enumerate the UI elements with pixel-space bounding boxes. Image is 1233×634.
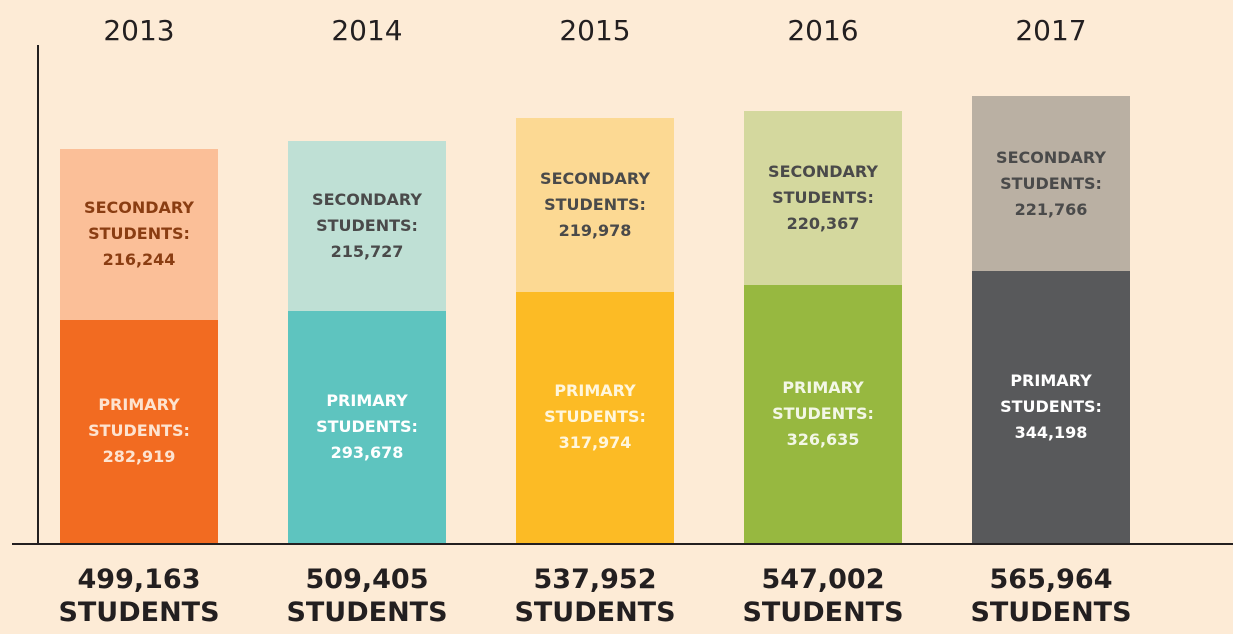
total-value: 565,964 xyxy=(989,564,1113,595)
segment-name: SECONDARY STUDENTS: xyxy=(312,189,422,235)
year-label: 2015 xyxy=(559,14,631,47)
segment-value: 293,678 xyxy=(330,443,404,463)
year-label: 2013 xyxy=(103,14,175,47)
bar-segment: PRIMARY STUDENTS: 293,678 xyxy=(288,311,446,543)
total-value: 537,952 xyxy=(533,564,657,595)
total-label: 499,163 STUDENTS xyxy=(25,563,253,629)
total-unit: STUDENTS xyxy=(970,597,1132,628)
total-unit: STUDENTS xyxy=(514,597,676,628)
segment-label: PRIMARY STUDENTS: 344,198 xyxy=(981,368,1121,446)
segment-value: 282,919 xyxy=(102,447,176,467)
segment-label: PRIMARY STUDENTS: 317,974 xyxy=(525,378,665,456)
total-unit: STUDENTS xyxy=(58,597,220,628)
total-label: 565,964 STUDENTS xyxy=(937,563,1165,629)
segment-name: PRIMARY STUDENTS: xyxy=(316,391,418,437)
segment-label: PRIMARY STUDENTS: 326,635 xyxy=(753,375,893,453)
x-axis-line xyxy=(12,543,1233,545)
segment-label: SECONDARY STUDENTS: 215,727 xyxy=(297,187,437,265)
segment-label: SECONDARY STUDENTS: 220,367 xyxy=(753,159,893,237)
segment-name: SECONDARY STUDENTS: xyxy=(540,168,650,214)
bar-segment: PRIMARY STUDENTS: 344,198 xyxy=(972,271,1130,543)
segment-label: SECONDARY STUDENTS: 216,244 xyxy=(69,195,209,273)
bar-segment: PRIMARY STUDENTS: 282,919 xyxy=(60,319,218,543)
total-value: 499,163 xyxy=(77,564,201,595)
segment-value: 215,727 xyxy=(330,241,404,261)
segment-name: SECONDARY STUDENTS: xyxy=(996,147,1106,193)
bar-segment: SECONDARY STUDENTS: 220,367 xyxy=(744,110,902,285)
total-value: 547,002 xyxy=(761,564,885,595)
segment-name: PRIMARY STUDENTS: xyxy=(544,381,646,427)
total-label: 537,952 STUDENTS xyxy=(481,563,709,629)
total-unit: STUDENTS xyxy=(286,597,448,628)
segment-value: 219,978 xyxy=(558,220,632,240)
year-label: 2016 xyxy=(787,14,859,47)
segment-value: 326,635 xyxy=(786,430,860,449)
bar-segment: SECONDARY STUDENTS: 219,978 xyxy=(516,118,674,292)
segment-name: PRIMARY STUDENTS: xyxy=(1000,371,1102,417)
bar-segment: PRIMARY STUDENTS: 326,635 xyxy=(744,285,902,543)
segment-value: 216,244 xyxy=(102,250,176,270)
segment-label: PRIMARY STUDENTS: 282,919 xyxy=(69,392,209,470)
bar-segment: SECONDARY STUDENTS: 221,766 xyxy=(972,96,1130,272)
year-label: 2014 xyxy=(331,14,403,47)
segment-label: SECONDARY STUDENTS: 221,766 xyxy=(981,145,1121,223)
total-label: 509,405 STUDENTS xyxy=(253,563,481,629)
segment-name: SECONDARY STUDENTS: xyxy=(84,198,194,244)
total-unit: STUDENTS xyxy=(742,597,904,628)
segment-name: SECONDARY STUDENTS: xyxy=(768,161,878,207)
bar-segment: SECONDARY STUDENTS: 216,244 xyxy=(60,148,218,320)
segment-value: 220,367 xyxy=(786,213,860,233)
total-value: 509,405 xyxy=(305,564,429,595)
segment-value: 344,198 xyxy=(1014,423,1088,443)
segment-value: 317,974 xyxy=(558,433,632,453)
segment-name: PRIMARY STUDENTS: xyxy=(772,378,874,423)
segment-value: 221,766 xyxy=(1014,199,1088,219)
segment-label: SECONDARY STUDENTS: 219,978 xyxy=(525,166,665,244)
y-axis-line xyxy=(37,45,39,544)
total-label: 547,002 STUDENTS xyxy=(709,563,937,629)
year-label: 2017 xyxy=(1015,14,1087,47)
bar-segment: SECONDARY STUDENTS: 215,727 xyxy=(288,140,446,312)
segment-label: PRIMARY STUDENTS: 293,678 xyxy=(297,388,437,466)
segment-name: PRIMARY STUDENTS: xyxy=(88,395,190,441)
bar-segment: PRIMARY STUDENTS: 317,974 xyxy=(516,291,674,543)
